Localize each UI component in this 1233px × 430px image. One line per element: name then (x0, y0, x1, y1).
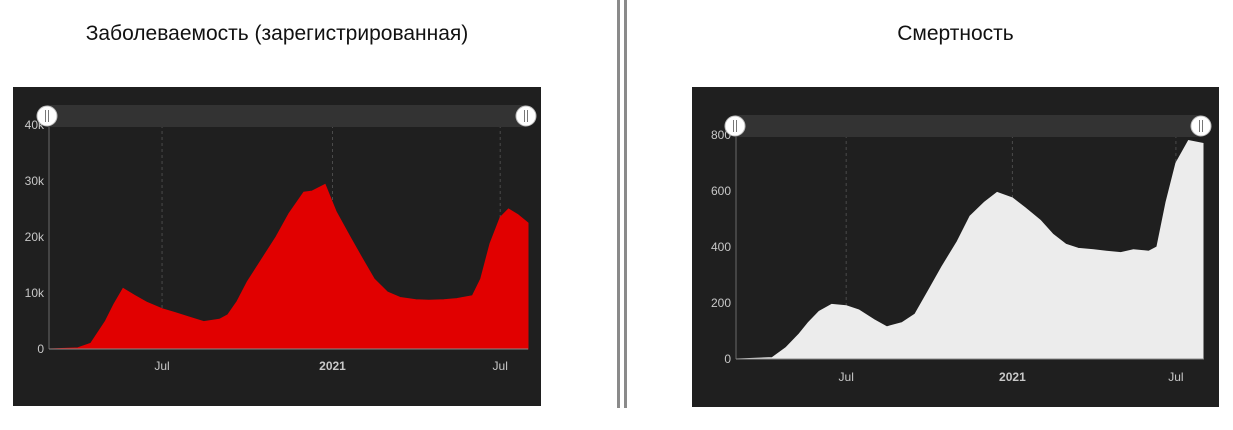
divider-line-2 (624, 0, 627, 408)
mortality-x-tick-label: Jul (1168, 370, 1183, 384)
incidence-y-tick-label: 20k (25, 230, 45, 244)
mortality-range-slider-track[interactable] (735, 115, 1201, 137)
chart-title-mortality: Смертность (897, 22, 1014, 45)
mortality-chart-panel: 0 200 400 600 800 Jul 2021 Jul (692, 87, 1219, 407)
incidence-chart-panel: 0 10k 20k 30k 40k Jul 2021 Jul (13, 87, 541, 406)
chart-title-incidence: Заболеваемость (зарегистрированная) (85, 22, 469, 45)
slider-handle-icon (1190, 115, 1212, 137)
incidence-range-slider-track[interactable] (47, 105, 526, 127)
incidence-range-end-handle[interactable] (515, 105, 537, 127)
mortality-y-tick-label: 0 (724, 352, 731, 366)
incidence-y-tick-label: 30k (25, 174, 45, 188)
incidence-area-series (48, 183, 529, 350)
mortality-range-end-handle[interactable] (1190, 115, 1212, 137)
slider-handle-icon (515, 105, 537, 127)
mortality-y-tick-label: 400 (711, 240, 731, 254)
incidence-range-start-handle[interactable] (36, 105, 58, 127)
mortality-y-tick-label: 200 (711, 296, 731, 310)
incidence-x-tick-label: Jul (154, 359, 169, 373)
mortality-range-start-handle[interactable] (724, 115, 746, 137)
mortality-x-tick-label: Jul (839, 370, 854, 384)
divider-line-1 (617, 0, 620, 408)
mortality-area-series (735, 140, 1204, 360)
incidence-x-tick-label: 2021 (319, 359, 346, 373)
mortality-y-tick-label: 600 (711, 184, 731, 198)
mortality-x-tick-label: 2021 (999, 370, 1026, 384)
incidence-x-tick-label: Jul (493, 359, 508, 373)
incidence-y-tick-label: 0 (37, 342, 44, 356)
slider-handle-icon (36, 105, 58, 127)
slider-handle-icon (724, 115, 746, 137)
incidence-y-tick-label: 10k (25, 286, 45, 300)
